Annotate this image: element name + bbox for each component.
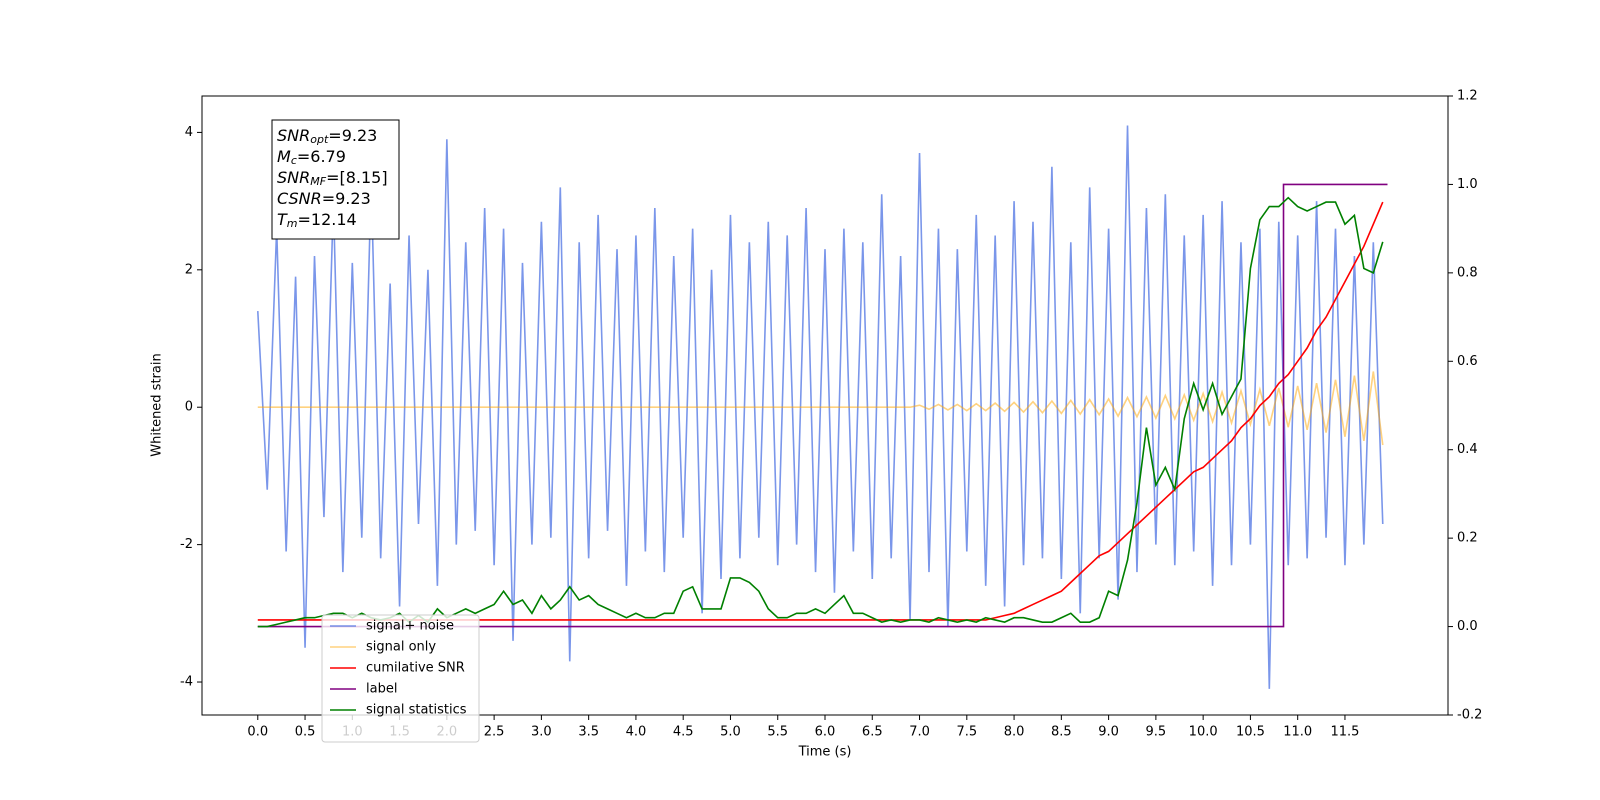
annotation-line: SNRMF=[8.15] bbox=[277, 168, 388, 189]
annotation-sub: m bbox=[287, 217, 298, 230]
x-tick-label: 0.0 bbox=[247, 725, 268, 740]
annotation-line: Tm=12.14 bbox=[277, 210, 357, 231]
annotation-frame bbox=[271, 119, 400, 240]
x-tick-label: 11.0 bbox=[1283, 725, 1312, 740]
x-tick-label: 7.5 bbox=[956, 725, 977, 740]
y2-tick-label: 1.0 bbox=[1457, 177, 1478, 192]
x-tick-label: 0.5 bbox=[295, 725, 316, 740]
annotation-sub: MF bbox=[310, 175, 326, 188]
plot-area bbox=[256, 125, 1388, 689]
annotation-sub: opt bbox=[310, 133, 329, 146]
x-tick-label: 2.5 bbox=[484, 725, 505, 740]
x-axis-label: Time (s) bbox=[798, 745, 852, 760]
x-tick-label: 6.0 bbox=[815, 725, 836, 740]
x-tick-label: 7.0 bbox=[909, 725, 930, 740]
legend-frame bbox=[321, 614, 480, 743]
y-tick-label: 0 bbox=[185, 400, 193, 415]
annotation-value: =[8.15] bbox=[326, 168, 388, 187]
y-tick-label: 4 bbox=[185, 125, 193, 140]
y2-tick-label: 0.6 bbox=[1457, 354, 1478, 369]
legend-label: label bbox=[366, 682, 397, 697]
legend-label: signal statistics bbox=[366, 703, 467, 718]
legend-label: signal+ noise bbox=[366, 619, 454, 634]
annotation-name: T bbox=[277, 210, 288, 229]
x-tick-label: 5.0 bbox=[720, 725, 741, 740]
y2-tick-label: 0.2 bbox=[1457, 531, 1478, 546]
annotation-value: =6.79 bbox=[297, 147, 346, 166]
data-line bbox=[256, 125, 1384, 689]
x-tick-label: 3.5 bbox=[578, 725, 599, 740]
x-tick-label: 8.5 bbox=[1051, 725, 1072, 740]
x-tick-label: 10.5 bbox=[1236, 725, 1265, 740]
legend: signal+ noise signal only cumilative SNR la… bbox=[321, 614, 480, 743]
x-tick-label: 11.5 bbox=[1330, 725, 1359, 740]
y-tick-label: 2 bbox=[185, 262, 193, 277]
annotation-line: CSNR=9.23 bbox=[277, 189, 371, 208]
x-tick-label: 8.0 bbox=[1004, 725, 1025, 740]
y-axis-label: Whitened strain bbox=[150, 353, 165, 456]
annotation-value: =9.23 bbox=[328, 126, 377, 145]
y2-tick-label: 0.0 bbox=[1457, 619, 1478, 634]
x-tick-label: 9.5 bbox=[1146, 725, 1167, 740]
x-tick-label: 3.0 bbox=[531, 725, 552, 740]
data-line bbox=[257, 371, 1384, 446]
x-tick-label: 9.0 bbox=[1098, 725, 1119, 740]
annotation-line: Mc=6.79 bbox=[277, 147, 346, 168]
annotation-name: SNR bbox=[277, 168, 310, 187]
annotation-line: SNRopt=9.23 bbox=[277, 126, 377, 147]
annotation-box: SNRopt=9.23Mc=6.79SNRMF=[8.15]CSNR=9.23T… bbox=[271, 119, 400, 240]
data-line bbox=[257, 183, 1388, 628]
legend-label: signal only bbox=[366, 640, 436, 655]
annotation-name: CSNR bbox=[277, 189, 322, 208]
x-tick-label: 5.5 bbox=[767, 725, 788, 740]
legend-label: cumilative SNR bbox=[366, 661, 465, 676]
y-tick-label: -2 bbox=[180, 537, 193, 552]
annotation-name: M bbox=[277, 147, 291, 166]
annotation-value: =12.14 bbox=[298, 210, 357, 229]
x-tick-label: 10.0 bbox=[1189, 725, 1218, 740]
annotation-value: =9.23 bbox=[322, 189, 371, 208]
x-tick-label: 4.5 bbox=[673, 725, 694, 740]
x-tick-label: 4.0 bbox=[626, 725, 647, 740]
y-tick-label: -4 bbox=[180, 675, 193, 690]
annotation-sub: c bbox=[291, 154, 297, 167]
annotation-name: SNR bbox=[277, 126, 310, 145]
x-tick-label: 6.5 bbox=[862, 725, 883, 740]
y2-tick-label: 0.4 bbox=[1457, 442, 1478, 457]
y2-tick-label: -0.2 bbox=[1457, 708, 1482, 723]
y2-tick-label: 0.8 bbox=[1457, 265, 1478, 280]
y2-tick-label: 1.2 bbox=[1457, 89, 1478, 104]
